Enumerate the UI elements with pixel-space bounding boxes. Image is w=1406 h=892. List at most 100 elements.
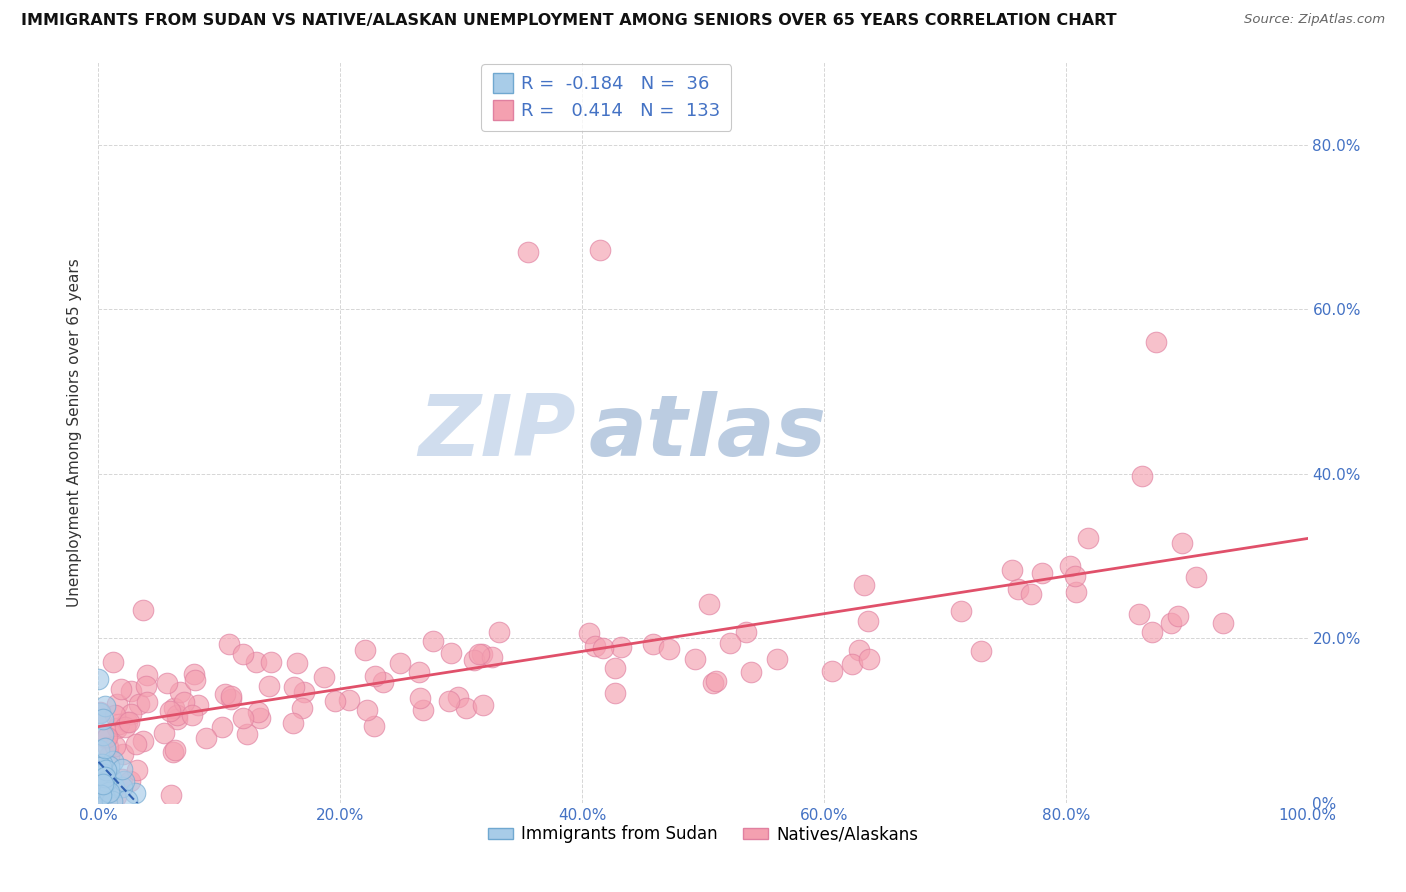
Point [858, 652, 880, 666]
Point [1146, 335, 1168, 350]
Point [323, 694, 346, 708]
Point [111, 772, 134, 786]
Point [115, 715, 138, 730]
Point [1031, 566, 1053, 581]
Point [125, 737, 148, 751]
Point [125, 763, 148, 777]
Point [422, 634, 444, 648]
Point [93, 741, 115, 756]
Point [437, 694, 460, 708]
Point [704, 674, 727, 689]
Point [90, 756, 112, 771]
Point [456, 701, 478, 715]
Point [603, 660, 626, 674]
Y-axis label: Unemployment Among Seniors over 65 years: Unemployment Among Seniors over 65 years [67, 259, 83, 607]
Point [1212, 615, 1234, 630]
Point [257, 679, 280, 693]
Text: atlas: atlas [588, 391, 827, 475]
Point [89, 743, 111, 757]
Point [364, 668, 387, 682]
Point [291, 701, 314, 715]
Point [162, 745, 184, 759]
Point [87, 790, 110, 805]
Point [249, 710, 271, 724]
Point [218, 637, 240, 651]
Point [162, 701, 184, 715]
Point [194, 731, 217, 746]
Point [89, 705, 111, 719]
Point [312, 670, 335, 684]
Point [1171, 535, 1194, 549]
Point [93, 767, 115, 781]
Point [363, 718, 385, 732]
Point [488, 624, 510, 639]
Point [409, 690, 432, 705]
Point [104, 789, 127, 803]
Point [118, 714, 141, 729]
Point [720, 636, 742, 650]
Point [337, 693, 360, 707]
Point [1128, 607, 1150, 621]
Point [1185, 570, 1208, 584]
Point [354, 643, 377, 657]
Point [589, 243, 612, 257]
Point [1167, 609, 1189, 624]
Point [117, 793, 139, 807]
Point [91, 728, 114, 742]
Point [467, 647, 489, 661]
Point [90, 792, 112, 806]
Point [101, 754, 124, 768]
Point [100, 772, 122, 786]
Point [1059, 559, 1081, 574]
Point [89, 706, 111, 721]
Text: ZIP: ZIP [419, 391, 576, 475]
Point [90, 782, 112, 797]
Legend: Immigrants from Sudan, Natives/Alaskans: Immigrants from Sudan, Natives/Alaskans [481, 819, 925, 850]
Point [111, 780, 134, 794]
Point [180, 708, 202, 723]
Point [97, 784, 120, 798]
Point [87, 780, 110, 795]
Point [135, 695, 157, 709]
Point [283, 716, 305, 731]
Point [766, 652, 789, 666]
Point [89, 795, 111, 809]
Point [156, 676, 179, 690]
Point [169, 684, 191, 698]
Point [969, 644, 991, 658]
Point [93, 785, 115, 799]
Point [211, 720, 233, 734]
Point [97, 749, 120, 764]
Point [734, 625, 756, 640]
Point [853, 578, 876, 592]
Point [516, 244, 538, 259]
Point [471, 647, 494, 661]
Point [104, 708, 127, 723]
Point [160, 788, 183, 802]
Point [94, 783, 117, 797]
Point [583, 639, 606, 653]
Point [111, 762, 134, 776]
Point [90, 760, 112, 774]
Point [87, 673, 110, 687]
Point [408, 665, 430, 679]
Point [118, 774, 141, 789]
Point [610, 640, 633, 654]
Point [93, 782, 115, 797]
Point [94, 731, 117, 746]
Point [159, 704, 181, 718]
Point [183, 666, 205, 681]
Point [96, 796, 118, 810]
Point [110, 681, 132, 696]
Point [283, 680, 305, 694]
Point [292, 685, 315, 699]
Point [412, 703, 434, 717]
Point [232, 711, 254, 725]
Point [94, 774, 117, 789]
Point [105, 722, 128, 736]
Point [1076, 531, 1098, 545]
Point [94, 763, 117, 777]
Point [356, 702, 378, 716]
Point [1019, 587, 1042, 601]
Point [111, 747, 134, 761]
